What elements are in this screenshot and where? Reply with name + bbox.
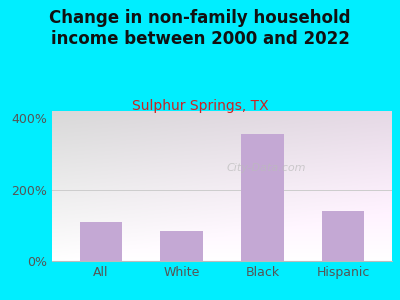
Bar (160, 231, 202, 261)
Text: City-Data.com: City-Data.com (226, 163, 306, 173)
Bar (242, 134, 284, 261)
Text: Change in non-family household
income between 2000 and 2022: Change in non-family household income be… (49, 9, 351, 48)
Bar (322, 211, 364, 261)
Bar (80, 222, 122, 261)
Text: Sulphur Springs, TX: Sulphur Springs, TX (132, 99, 268, 113)
